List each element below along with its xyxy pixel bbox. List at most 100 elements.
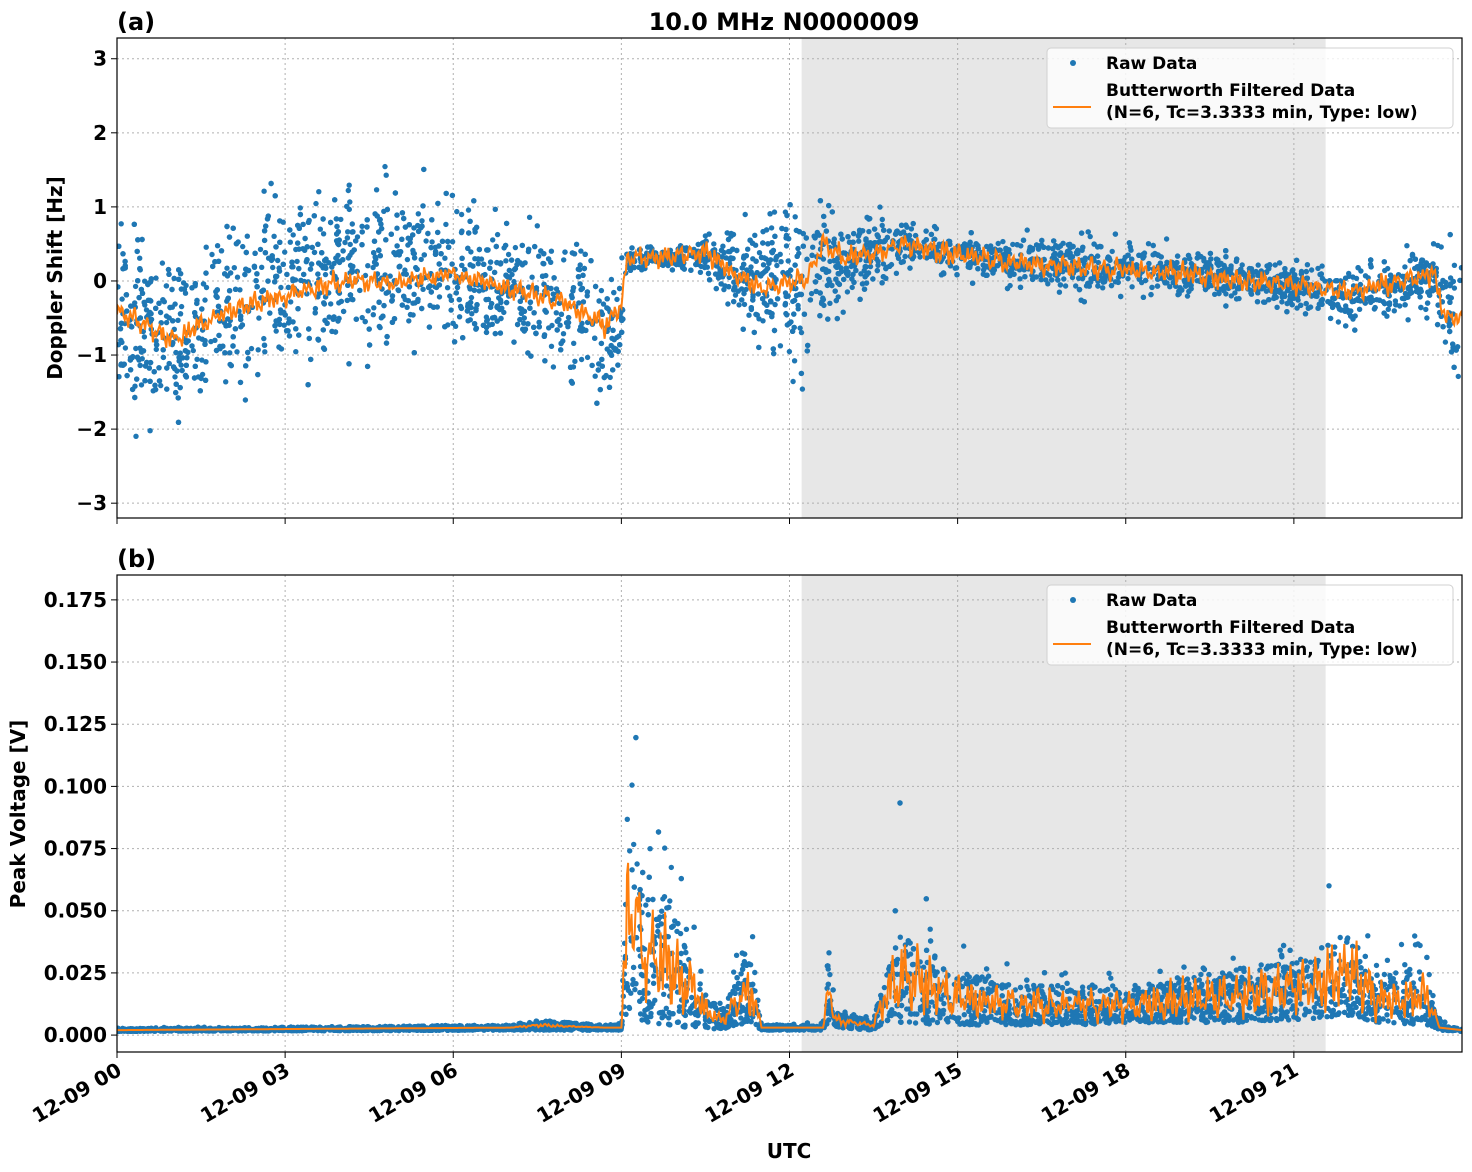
raw-data-point [1304,262,1311,268]
raw-data-point [517,298,523,304]
raw-data-point [763,268,769,274]
raw-data-point [297,211,304,218]
raw-data-point [493,243,499,250]
raw-data-point [419,218,425,224]
raw-data-point [467,286,473,292]
raw-data-point [606,384,613,390]
raw-data-point [376,247,382,253]
raw-data-point [490,237,496,243]
raw-data-point [290,319,296,325]
raw-data-point [1056,289,1063,295]
raw-data-point [774,253,780,260]
raw-data-point [376,299,382,305]
raw-data-point [1232,290,1238,296]
raw-data-point [923,237,929,243]
raw-data-point [138,382,145,388]
raw-data-point [163,319,170,326]
raw-data-point [255,347,261,353]
raw-data-point [508,257,515,263]
raw-data-point [382,163,388,170]
raw-data-point [753,258,759,264]
raw-data-point [526,246,532,252]
raw-data-point [1239,262,1245,268]
raw-data-point [1407,257,1413,264]
raw-data-point [117,243,122,249]
raw-data-point [1142,277,1149,284]
raw-data-point [1201,258,1207,264]
raw-data-point [359,229,365,235]
raw-data-point [370,312,376,318]
raw-data-point [468,294,475,301]
raw-data-point [1108,282,1115,289]
raw-data-point [308,261,315,267]
raw-data-point [128,303,134,309]
raw-data-point [859,281,866,287]
raw-data-point [713,285,719,292]
raw-data-point [1348,313,1354,319]
raw-data-point [366,326,372,332]
raw-data-point [1033,242,1040,248]
raw-data-point [296,265,302,272]
raw-data-point [804,256,810,262]
raw-data-point [176,267,182,273]
raw-data-point [521,308,528,314]
raw-data-point [287,227,293,233]
raw-data-point [784,312,790,318]
raw-data-point [1049,277,1055,283]
raw-data-point [1125,275,1131,282]
raw-data-point [256,315,262,321]
raw-data-point [536,319,542,325]
raw-data-point [359,314,365,321]
raw-data-point [1248,290,1254,296]
raw-data-point [756,250,763,256]
raw-data-point [804,348,810,354]
raw-data-point [1067,254,1073,261]
raw-data-point [734,247,740,254]
raw-data-point [276,268,283,274]
raw-data-point [394,212,400,218]
raw-data-point [766,260,772,266]
raw-data-point [785,293,791,299]
raw-data-point [1255,262,1261,268]
raw-data-point [153,346,159,353]
raw-data-point [741,255,747,261]
raw-data-point [378,225,385,232]
raw-data-point [300,221,306,228]
raw-data-point [251,263,258,269]
raw-data-point [118,337,124,344]
raw-data-point [353,238,359,244]
raw-data-point [335,240,341,246]
raw-data-point [192,280,198,287]
raw-data-point [436,243,442,249]
raw-data-point [548,285,554,292]
raw-data-point [784,212,790,219]
raw-data-point [881,227,887,233]
raw-data-point [724,230,730,236]
raw-data-point [795,245,801,252]
raw-data-point [454,208,460,215]
raw-data-point [1150,242,1156,249]
raw-data-point [1407,290,1413,297]
raw-data-point [443,190,449,197]
raw-data-point [616,285,623,292]
raw-data-point [1091,241,1097,247]
raw-data-point [778,259,784,265]
raw-data-point [521,320,527,326]
raw-data-point [533,330,539,336]
raw-data-point [466,230,472,236]
raw-data-point [240,243,246,250]
raw-data-point [481,261,487,267]
raw-data-point [1150,252,1156,258]
raw-data-point [1017,276,1023,282]
raw-data-point [239,322,246,328]
raw-data-point [296,332,302,338]
raw-data-point [783,243,790,249]
raw-data-point [276,344,282,350]
raw-data-point [1266,297,1272,303]
raw-data-point [383,340,390,346]
raw-data-point [350,263,356,270]
raw-data-point [515,257,521,264]
raw-data-point [1038,277,1044,283]
raw-data-point [550,364,557,370]
raw-data-point [160,297,166,303]
